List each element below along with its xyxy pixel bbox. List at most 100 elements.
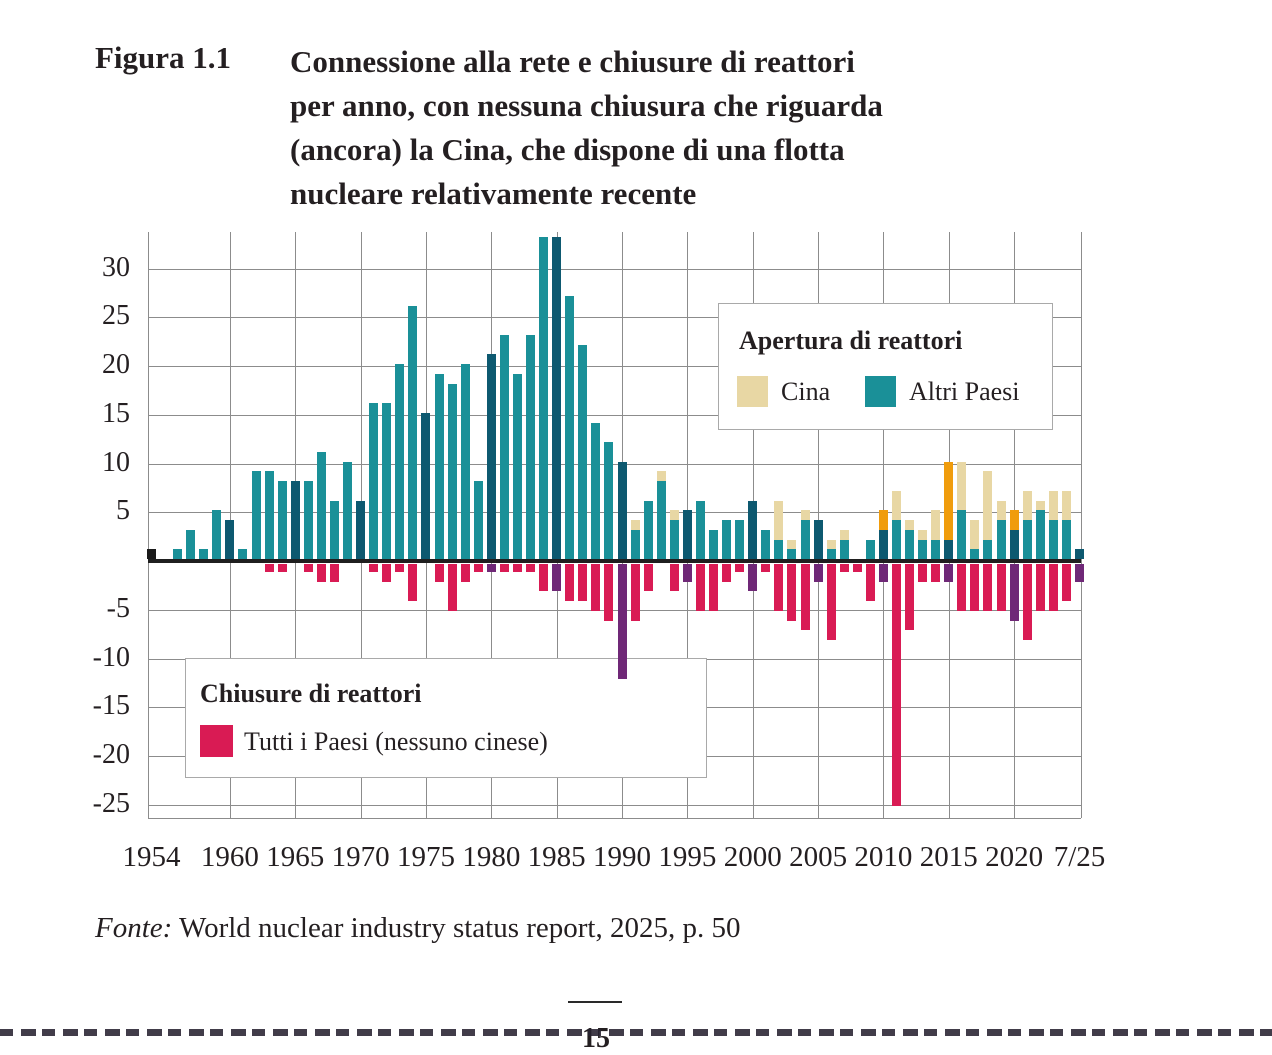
x-tick-label-2005: 2005 <box>789 841 848 873</box>
bar-chiusura-1999 <box>735 564 745 572</box>
bar-apertura-altri-1990 <box>617 461 627 559</box>
bar-apertura-altri-1995 <box>682 510 692 559</box>
bar-apertura-altri-1954 <box>147 549 156 559</box>
page-number: 15 <box>582 1023 610 1054</box>
bar-apertura-altri-2018 <box>983 539 993 559</box>
bar-apertura-altri-2014 <box>931 539 941 559</box>
bar-apertura-altri-1980 <box>486 354 496 559</box>
bar-apertura-altri-1983 <box>526 334 536 559</box>
bar-apertura-altri-1959 <box>212 510 222 559</box>
bar-chiusura-1978 <box>460 564 470 582</box>
bar-apertura-altri-1998 <box>722 520 732 559</box>
x-tick-label-2010: 2010 <box>854 841 913 873</box>
bar-chiusura-2003 <box>787 564 797 621</box>
cropped-next-row-strip <box>0 1029 1272 1036</box>
figure-label: Figura 1.1 <box>95 40 232 75</box>
legend-openings: Apertura di reattori Cina Altri Paesi <box>718 303 1053 430</box>
bar-apertura-altri-2021 <box>1022 520 1032 559</box>
bar-apertura-cina-1991 <box>630 520 640 530</box>
bar-apertura-altri-1986 <box>565 295 575 559</box>
legend-closures: Chiusure di reattori Tutti i Paesi (ness… <box>185 658 707 778</box>
bar-apertura-altri-2007 <box>839 539 849 559</box>
bar-chiusura-2001 <box>761 564 771 572</box>
bar-chiusura-1996 <box>695 564 705 611</box>
bar-apertura-altri-2000 <box>748 500 758 559</box>
legend-label-tutti-i-paesi: Tutti i Paesi (nessuno cinese) <box>244 727 548 756</box>
bar-chiusura-1984 <box>539 564 549 592</box>
bar-chiusura-2021 <box>1022 564 1032 640</box>
bar-apertura-altri-1970 <box>356 500 366 559</box>
x-tick-label-2000: 2000 <box>723 841 782 873</box>
bar-apertura-cina-2004 <box>800 510 810 520</box>
bar-chiusura-1987 <box>578 564 588 601</box>
x-tick-label-1995: 1995 <box>658 841 717 873</box>
bar-apertura-altri-1961 <box>238 549 248 559</box>
bar-apertura-altri-2004 <box>800 520 810 559</box>
bar-chiusura-2024 <box>1061 564 1071 601</box>
bar-apertura-cina-2010 <box>878 510 888 530</box>
bar-chiusura-2000 <box>748 564 758 592</box>
bar-chiusura-1976 <box>434 564 444 582</box>
gridline-h-5 <box>148 512 1081 514</box>
x-tick-label-2015: 2015 <box>919 841 978 873</box>
y-tick-label--20: -20 <box>92 739 130 770</box>
bar-apertura-altri-1991 <box>630 529 640 559</box>
bar-apertura-cina-2012 <box>905 520 915 530</box>
y-tick-label--15: -15 <box>92 690 130 722</box>
x-tick-label-1954: 1954 <box>122 841 181 873</box>
bar-apertura-altri-1999 <box>735 520 745 559</box>
gridline-h-20 <box>148 366 1081 367</box>
legend-closures-title: Chiusure di reattori <box>200 679 422 708</box>
bar-chiusura-2018 <box>983 564 993 611</box>
bar-chiusura-1967 <box>316 564 326 582</box>
bar-apertura-altri-1974 <box>408 305 418 559</box>
bar-apertura-cina-1993 <box>656 471 666 481</box>
bar-chiusura-2008 <box>852 564 862 572</box>
bar-chiusura-2014 <box>931 564 941 582</box>
cina-swatch <box>737 376 768 407</box>
figure-title-line-2: per anno, con nessuna chiusura che rigua… <box>290 88 883 123</box>
bar-apertura-altri-1967 <box>316 451 326 559</box>
bar-chiusura-2019 <box>996 564 1006 611</box>
bar-apertura-altri-1972 <box>382 403 392 559</box>
bar-apertura-altri-1975 <box>421 412 431 559</box>
bar-apertura-altri-2006 <box>826 549 836 559</box>
bar-apertura-altri-1968 <box>329 500 339 559</box>
bar-apertura-altri-2011 <box>891 520 901 559</box>
bar-apertura-altri-1984 <box>539 237 549 559</box>
bar-chiusura-2002 <box>774 564 784 611</box>
legend-openings-title: Apertura di reattori <box>739 326 963 355</box>
bar-apertura-altri-1966 <box>303 481 313 559</box>
bar-chiusura-1974 <box>408 564 418 601</box>
bar-chiusura-2023 <box>1048 564 1058 611</box>
bar-chiusura-1966 <box>303 564 313 572</box>
zero-axis-line <box>148 559 1081 563</box>
gridline-h-10 <box>148 463 1081 465</box>
y-tick-label-30: 30 <box>102 251 130 283</box>
bar-apertura-altri-1963 <box>264 471 274 559</box>
bar-chiusura-2011 <box>891 564 901 806</box>
bar-apertura-altri-1979 <box>473 481 483 559</box>
plot-border-bottom <box>148 818 1081 819</box>
bar-apertura-altri-2015 <box>944 539 954 559</box>
bar-chiusura-2009 <box>865 564 875 601</box>
bar-chiusura-1991 <box>630 564 640 621</box>
bar-chiusura-1977 <box>447 564 457 611</box>
bar-apertura-altri-1973 <box>395 364 405 559</box>
bar-apertura-altri-1956 <box>173 549 183 559</box>
bar-apertura-altri-1989 <box>604 442 614 559</box>
bar-apertura-altri-1988 <box>591 422 601 559</box>
bar-apertura-altri-1977 <box>447 383 457 559</box>
bar-chiusura-2013 <box>918 564 928 582</box>
bar-chiusura-1963 <box>264 564 274 572</box>
bar-apertura-cina-2007 <box>839 529 849 540</box>
bar-apertura-altri-1993 <box>656 481 666 559</box>
bar-apertura-altri-1997 <box>709 529 718 559</box>
source-prefix: Fonte: <box>95 912 173 944</box>
bar-apertura-cina-1994 <box>669 510 679 520</box>
bar-apertura-cina-2003 <box>787 539 797 550</box>
y-tick-label-20: 20 <box>102 349 130 380</box>
bar-apertura-cina-2011 <box>891 490 901 520</box>
y-tick-label-5: 5 <box>116 495 130 527</box>
bar-chiusura-1992 <box>643 564 653 592</box>
